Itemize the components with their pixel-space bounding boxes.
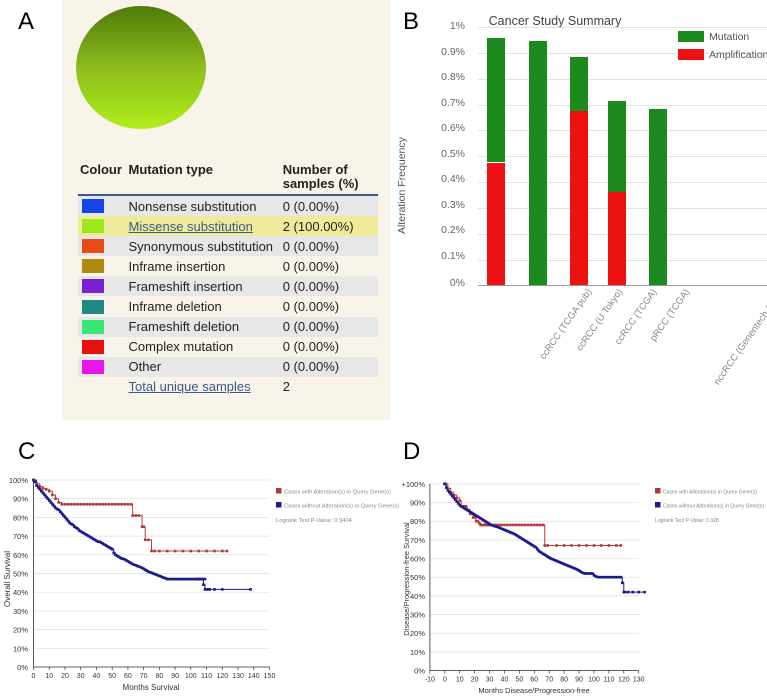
svg-text:70%: 70% — [410, 536, 425, 545]
svg-text:Cases with Alteration(s) in Qu: Cases with Alteration(s) in Query Gene(s… — [663, 490, 757, 496]
svg-text:100: 100 — [588, 677, 600, 684]
svg-text:40: 40 — [93, 673, 101, 680]
svg-text:40: 40 — [501, 677, 509, 684]
svg-text:80: 80 — [560, 677, 568, 684]
svg-text:120: 120 — [216, 673, 228, 680]
svg-text:10%: 10% — [13, 644, 28, 653]
svg-text:30: 30 — [77, 673, 85, 680]
svg-text:60%: 60% — [410, 555, 425, 564]
svg-text:150: 150 — [264, 673, 276, 680]
svg-text:Logrank Test P-Value: 0.9404: Logrank Test P-Value: 0.9404 — [276, 518, 353, 524]
svg-text:110: 110 — [201, 673, 212, 680]
svg-text:140: 140 — [248, 673, 260, 680]
svg-text:100%: 100% — [9, 476, 29, 485]
svg-text:Cases without Alteration(s) in: Cases without Alteration(s) in Query Gen… — [284, 503, 399, 509]
svg-text:130: 130 — [232, 673, 244, 680]
svg-text:+100%: +100% — [401, 480, 425, 489]
svg-text:10%: 10% — [410, 648, 425, 657]
svg-text:50%: 50% — [13, 570, 28, 579]
svg-text:20%: 20% — [410, 629, 425, 638]
svg-text:20: 20 — [61, 673, 69, 680]
svg-text:Disease/Progression-free Survi: Disease/Progression-free Survival — [402, 522, 411, 636]
svg-text:20: 20 — [471, 677, 479, 684]
svg-text:90: 90 — [171, 673, 179, 680]
svg-text:30: 30 — [486, 677, 494, 684]
svg-text:Cases without Alteration(s) in: Cases without Alteration(s) in Query Gen… — [663, 504, 764, 510]
svg-text:Logrank Test P-Value: 0.328: Logrank Test P-Value: 0.328 — [655, 518, 719, 524]
svg-text:110: 110 — [603, 677, 614, 684]
svg-text:50: 50 — [108, 673, 116, 680]
svg-text:30%: 30% — [13, 607, 28, 616]
svg-text:40%: 40% — [13, 588, 28, 597]
svg-text:-10: -10 — [425, 677, 435, 684]
svg-text:0%: 0% — [17, 663, 28, 672]
svg-text:Overall Survival: Overall Survival — [3, 551, 12, 607]
svg-text:70: 70 — [545, 677, 553, 684]
svg-text:120: 120 — [618, 677, 630, 684]
svg-text:30%: 30% — [410, 611, 425, 620]
svg-text:0: 0 — [32, 673, 36, 680]
svg-text:90%: 90% — [13, 495, 28, 504]
svg-text:Months Disease/Progression-fre: Months Disease/Progression-free — [478, 686, 589, 695]
svg-text:0: 0 — [443, 677, 447, 684]
svg-text:80%: 80% — [410, 517, 425, 526]
svg-text:0%: 0% — [414, 667, 425, 676]
svg-text:20%: 20% — [13, 626, 28, 635]
svg-text:40%: 40% — [410, 592, 425, 601]
svg-text:80: 80 — [155, 673, 163, 680]
svg-text:80%: 80% — [13, 513, 28, 522]
svg-text:60: 60 — [530, 677, 538, 684]
svg-text:90: 90 — [575, 677, 583, 684]
svg-text:Months Survival: Months Survival — [123, 683, 180, 692]
svg-text:70: 70 — [140, 673, 148, 680]
svg-text:70%: 70% — [13, 532, 28, 541]
svg-text:10: 10 — [45, 673, 53, 680]
svg-text:90%: 90% — [410, 499, 425, 508]
svg-text:130: 130 — [633, 677, 645, 684]
svg-text:100: 100 — [185, 673, 197, 680]
svg-text:60%: 60% — [13, 551, 28, 560]
svg-text:50%: 50% — [410, 573, 425, 582]
svg-text:60: 60 — [124, 673, 132, 680]
svg-text:Cases with Alteration(s) in Qu: Cases with Alteration(s) in Query Gene(s… — [284, 489, 391, 495]
svg-text:50: 50 — [515, 677, 523, 684]
svg-text:10: 10 — [456, 677, 464, 684]
